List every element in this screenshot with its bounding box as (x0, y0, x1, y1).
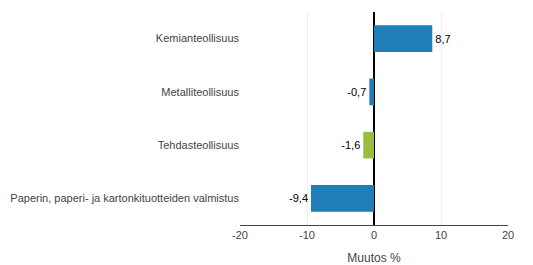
svg-text:-1,6: -1,6 (341, 139, 360, 151)
svg-text:8,7: 8,7 (435, 33, 450, 45)
svg-text:Kemianteollisuus: Kemianteollisuus (156, 32, 240, 44)
svg-text:-9,4: -9,4 (289, 192, 308, 204)
svg-text:20: 20 (502, 229, 514, 241)
svg-text:-0,7: -0,7 (347, 86, 366, 98)
svg-text:10: 10 (435, 229, 447, 241)
svg-text:-20: -20 (232, 229, 248, 241)
svg-text:-10: -10 (299, 229, 315, 241)
svg-text:0: 0 (371, 229, 377, 241)
svg-text:Tehdasteollisuus: Tehdasteollisuus (158, 139, 240, 151)
svg-text:Muutos %: Muutos % (347, 251, 401, 265)
svg-text:Metalliteollisuus: Metalliteollisuus (161, 86, 239, 98)
svg-text:Paperin, paperi- ja kartonkitu: Paperin, paperi- ja kartonkituotteiden v… (10, 192, 239, 204)
